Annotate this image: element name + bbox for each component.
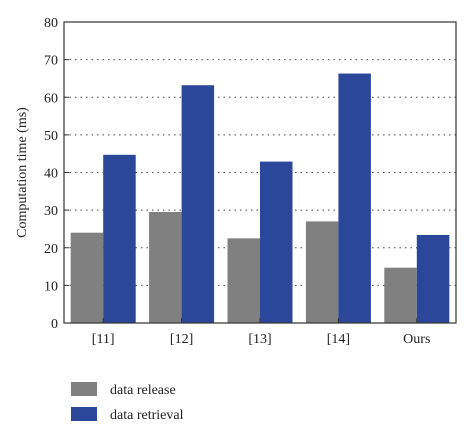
y-tick-label: 40: [44, 167, 58, 182]
legend: data release data retrieval: [71, 382, 184, 423]
bars: [70, 73, 450, 324]
y-tick-label: 70: [44, 54, 58, 69]
y-axis-ticks: 0 10 20 30 40 50 60 70 80: [44, 16, 69, 332]
bar-data-retrieval-1: [181, 85, 215, 324]
x-tick-label: [12]: [170, 332, 193, 347]
legend-label-data-retrieval: data retrieval: [110, 408, 184, 423]
y-tick-label: 10: [44, 279, 58, 294]
bar-data-release-1: [149, 212, 182, 323]
bar-data-release-4: [384, 267, 417, 323]
y-axis-title: Computation time (ms): [15, 107, 30, 238]
bar-data-retrieval-0: [103, 154, 136, 323]
bar-data-retrieval-2: [260, 161, 293, 323]
bar-data-release-2: [227, 238, 260, 323]
y-tick-label: 30: [44, 204, 58, 219]
bar-data-release-3: [305, 221, 339, 323]
x-tick-label: [11]: [92, 332, 115, 347]
y-tick-label: 80: [44, 16, 58, 31]
y-tick-label: 20: [44, 242, 58, 257]
legend-swatch-data-retrieval: [71, 407, 97, 421]
y-tick-label: 50: [44, 129, 58, 144]
x-tick-label: [13]: [248, 332, 271, 347]
x-axis-ticks: [11] [12] [13] [14] Ours: [92, 318, 430, 347]
x-tick-label: Ours: [403, 332, 430, 347]
bar-data-retrieval-4: [416, 234, 450, 323]
y-tick-label: 60: [44, 91, 58, 106]
y-tick-label: 0: [51, 317, 58, 332]
x-tick-label: [14]: [327, 332, 350, 347]
bar-data-retrieval-3: [338, 73, 371, 323]
legend-label-data-release: data release: [110, 383, 176, 398]
legend-swatch-data-release: [71, 382, 97, 396]
bar-data-release-0: [70, 232, 104, 323]
